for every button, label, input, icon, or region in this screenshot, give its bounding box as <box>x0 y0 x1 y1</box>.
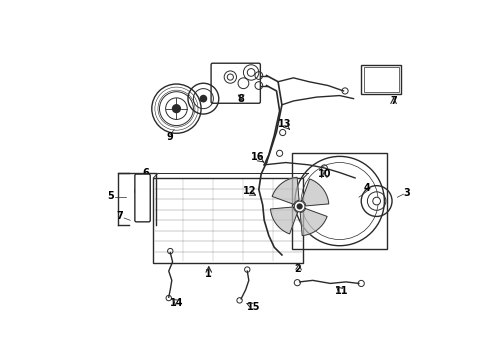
Text: 5: 5 <box>107 191 114 201</box>
FancyBboxPatch shape <box>135 174 150 222</box>
Polygon shape <box>272 177 299 204</box>
Text: 3: 3 <box>403 188 410 198</box>
Text: 7: 7 <box>117 211 123 221</box>
Text: 10: 10 <box>318 169 331 179</box>
FancyBboxPatch shape <box>211 63 260 103</box>
FancyBboxPatch shape <box>361 65 401 94</box>
Text: 16: 16 <box>250 152 264 162</box>
Circle shape <box>140 189 145 193</box>
Circle shape <box>296 203 303 210</box>
Text: 7: 7 <box>390 96 397 106</box>
Text: 14: 14 <box>170 298 183 309</box>
Text: 2: 2 <box>294 264 301 274</box>
Bar <box>292 153 388 249</box>
Text: 9: 9 <box>167 132 173 142</box>
Polygon shape <box>270 207 297 234</box>
Circle shape <box>172 104 181 113</box>
Text: 15: 15 <box>246 302 260 311</box>
Text: 1: 1 <box>205 269 212 279</box>
Text: 11: 11 <box>335 286 348 296</box>
Polygon shape <box>300 208 327 235</box>
Text: 13: 13 <box>277 119 291 129</box>
Text: 8: 8 <box>238 94 245 104</box>
Circle shape <box>373 197 381 205</box>
Bar <box>153 178 303 263</box>
Text: 12: 12 <box>243 186 256 196</box>
Text: 6: 6 <box>142 167 149 177</box>
FancyBboxPatch shape <box>364 67 399 92</box>
Text: 4: 4 <box>363 183 370 193</box>
Circle shape <box>294 201 305 212</box>
Circle shape <box>199 95 207 103</box>
Polygon shape <box>302 179 329 206</box>
